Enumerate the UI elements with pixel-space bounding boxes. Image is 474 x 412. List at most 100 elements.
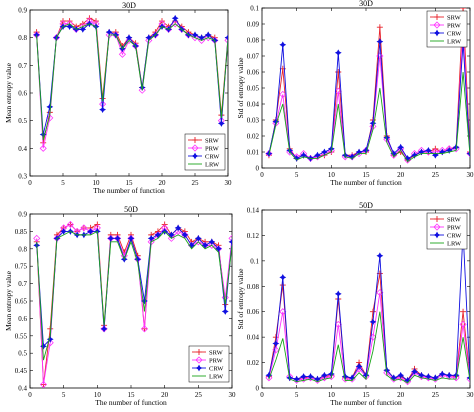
data-point-srw xyxy=(335,69,341,75)
y-tick-label: 0.5 xyxy=(18,350,27,358)
data-point-crw xyxy=(101,326,107,332)
y-tick-label: 0.4 xyxy=(18,385,27,393)
series-line-crw xyxy=(37,18,228,134)
legend-label-srw: SRW xyxy=(447,216,462,223)
data-point-crw xyxy=(100,107,106,113)
legend-label-lrw: LRW xyxy=(209,373,224,380)
x-tick-label: 5 xyxy=(62,391,66,399)
legend-label-lrw: LRW xyxy=(205,161,220,168)
series-line-lrw xyxy=(37,231,232,360)
legend-label-prw: PRW xyxy=(209,357,224,364)
legend-label-crw: CRW xyxy=(447,232,462,239)
data-point-crw xyxy=(172,16,178,22)
y-tick-label: 0.1 xyxy=(250,5,259,13)
chart-title: 30D xyxy=(122,1,136,10)
x-tick-label: 0 xyxy=(260,391,264,399)
data-point-srw xyxy=(460,5,466,11)
y-tick-label: 0.55 xyxy=(15,332,28,340)
y-tick-label: 0.4 xyxy=(18,145,27,153)
y-tick-label: 0.08 xyxy=(247,37,260,45)
plot-area xyxy=(266,229,473,385)
legend-label-crw: CRW xyxy=(447,30,462,37)
x-tick-label: 0 xyxy=(260,171,264,179)
data-point-crw xyxy=(377,253,383,259)
y-tick-label: 0.6 xyxy=(18,90,27,98)
y-tick-label: 0.75 xyxy=(15,263,28,271)
y-tick-label: 0.12 xyxy=(247,232,260,240)
y-axis-label: Mean entropy value xyxy=(4,270,13,331)
y-tick-label: 0.9 xyxy=(18,211,27,219)
x-axis-label: The number of function xyxy=(330,398,402,407)
y-tick-label: 0 xyxy=(256,165,260,173)
y-tick-label: 0.09 xyxy=(247,21,260,29)
y-tick-label: 0.45 xyxy=(15,367,28,375)
data-point-crw xyxy=(280,42,286,48)
x-tick-label: 30 xyxy=(467,391,474,399)
series-line-lrw xyxy=(269,72,470,162)
legend-label-prw: PRW xyxy=(447,224,462,231)
chart-title: 50D xyxy=(124,205,138,214)
x-tick-label: 5 xyxy=(295,171,299,179)
data-point-srw xyxy=(460,309,466,315)
y-tick-label: 0.3 xyxy=(18,173,27,181)
x-tick-label: 25 xyxy=(432,391,440,399)
y-tick-label: 0.02 xyxy=(247,133,260,141)
y-tick-label: 0.7 xyxy=(18,280,27,288)
y-tick-label: 0.6 xyxy=(18,315,27,323)
legend-label-prw: PRW xyxy=(205,145,220,152)
series-crw xyxy=(34,225,235,349)
data-point-crw xyxy=(222,309,228,315)
data-point-srw xyxy=(370,309,376,315)
y-tick-label: 0.85 xyxy=(15,228,28,236)
y-tick-label: 0.65 xyxy=(15,298,28,306)
x-tick-label: 25 xyxy=(432,171,440,179)
y-tick-label: 0.7 xyxy=(18,62,27,70)
legend-label-crw: CRW xyxy=(209,365,224,372)
chart-title: 50D xyxy=(359,201,373,210)
legend-label-srw: SRW xyxy=(209,349,224,356)
chart-title: 30D xyxy=(359,0,373,8)
series-lrw xyxy=(37,231,232,360)
y-tick-label: 0.07 xyxy=(247,53,260,61)
y-tick-label: 0.14 xyxy=(247,207,260,215)
data-point-crw xyxy=(108,236,114,242)
y-tick-label: 0.02 xyxy=(247,359,260,367)
y-axis-label: Std of entropy value xyxy=(236,268,245,330)
y-tick-label: 0.01 xyxy=(247,149,260,157)
x-tick-label: 25 xyxy=(192,179,200,187)
legend-label-prw: PRW xyxy=(447,22,462,29)
x-tick-label: 0 xyxy=(28,391,32,399)
legend-label-lrw: LRW xyxy=(447,38,462,45)
x-axis-label: The number of function xyxy=(93,186,165,195)
y-tick-label: 0.9 xyxy=(18,7,27,15)
legend-label-crw: CRW xyxy=(205,153,220,160)
x-tick-label: 25 xyxy=(195,391,203,399)
y-tick-label: 0.05 xyxy=(247,85,260,93)
series-crw xyxy=(34,16,231,138)
y-tick-label: 0.06 xyxy=(247,308,260,316)
y-tick-label: 0 xyxy=(256,385,260,393)
x-tick-label: 30 xyxy=(229,391,237,399)
y-tick-label: 0.5 xyxy=(18,117,27,125)
data-point-srw xyxy=(377,24,383,30)
series-lrw xyxy=(269,72,470,162)
y-axis-label: Mean entropy value xyxy=(4,62,13,123)
legend-label-lrw: LRW xyxy=(447,240,462,247)
series-prw xyxy=(266,290,473,385)
x-tick-label: 30 xyxy=(467,171,474,179)
x-tick-label: 5 xyxy=(295,391,299,399)
data-point-crw xyxy=(335,291,341,297)
y-tick-label: 0.1 xyxy=(250,257,259,265)
data-point-crw xyxy=(280,275,286,281)
y-tick-label: 0.08 xyxy=(247,283,260,291)
data-point-crw xyxy=(335,50,341,56)
series-crw xyxy=(266,229,473,383)
y-tick-label: 0.03 xyxy=(247,117,260,125)
